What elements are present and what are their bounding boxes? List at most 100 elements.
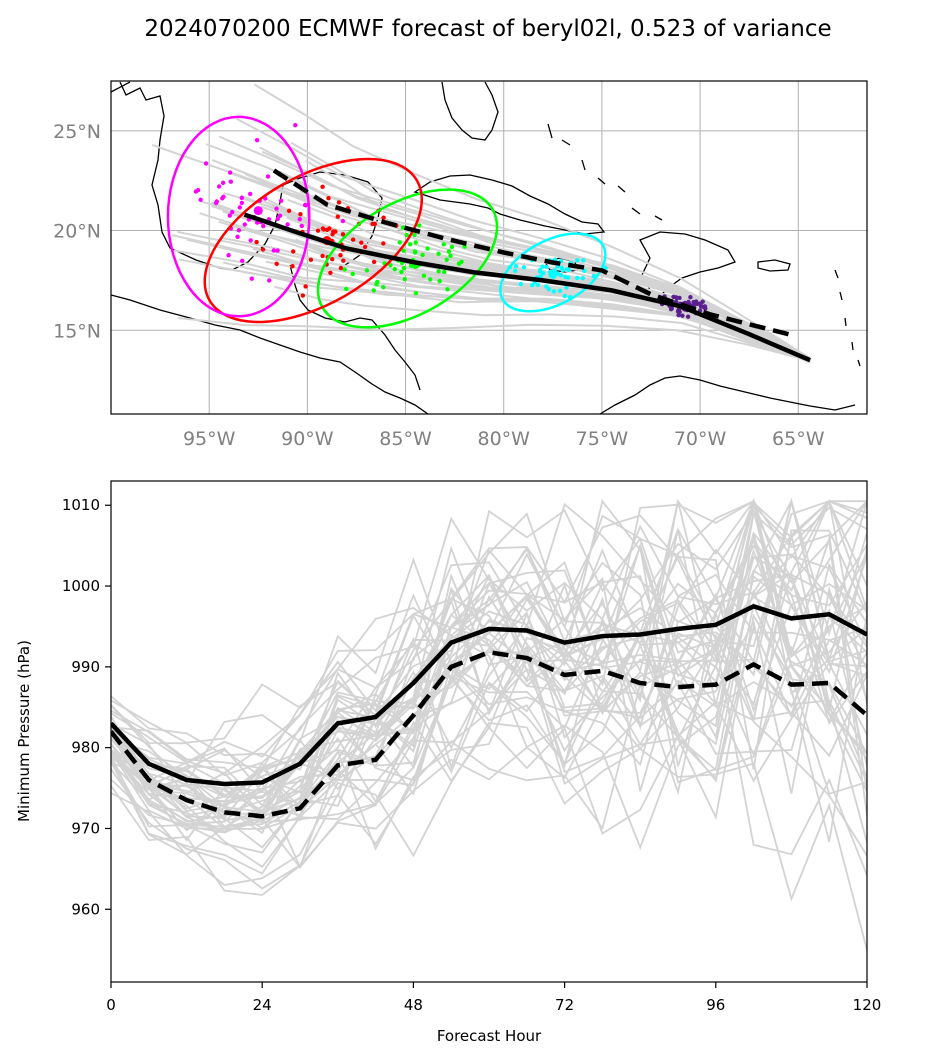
ensemble-position-point bbox=[392, 266, 397, 272]
y-tick-label: 970 bbox=[71, 819, 100, 837]
ensemble-position-point bbox=[381, 215, 386, 220]
ensemble-position-point bbox=[397, 240, 402, 245]
ensemble-pressure-line bbox=[111, 615, 867, 822]
coastline-lesser-antilles bbox=[834, 269, 861, 367]
ensemble-position-point bbox=[300, 293, 305, 298]
ensemble-position-point bbox=[680, 313, 685, 318]
ensemble-position-point bbox=[444, 257, 449, 262]
ensemble-position-point bbox=[299, 223, 304, 229]
uncertainty-ellipse bbox=[166, 115, 311, 318]
solid-mean-track bbox=[243, 212, 811, 363]
ensemble-position-point bbox=[341, 258, 346, 263]
ensemble-position-point bbox=[267, 278, 272, 283]
y-tick-label: 960 bbox=[71, 900, 100, 918]
ensemble-position-point bbox=[303, 203, 308, 208]
ensemble-pressure-line bbox=[111, 500, 867, 771]
ensemble-position-point bbox=[413, 249, 418, 254]
ensemble-pressure-line bbox=[111, 500, 867, 813]
ensemble-position-point bbox=[436, 251, 441, 256]
ensemble-position-point bbox=[551, 289, 556, 294]
ensemble-position-point bbox=[381, 241, 386, 246]
coastline-bahamas bbox=[547, 123, 663, 221]
ensemble-position-point bbox=[285, 222, 290, 227]
coastline-cuba bbox=[413, 174, 606, 235]
x-tick-label: 48 bbox=[404, 996, 423, 1014]
x-tick-label: 96 bbox=[706, 996, 725, 1014]
ensemble-pressure-lines bbox=[111, 497, 867, 951]
y-tick-label: 980 bbox=[71, 739, 100, 757]
ensemble-position-point bbox=[275, 248, 280, 253]
ensemble-position-point bbox=[326, 196, 331, 201]
map-y-tick-label: 15°N bbox=[53, 320, 101, 342]
mean-pressure-lines bbox=[111, 603, 867, 819]
ensemble-position-point bbox=[308, 257, 314, 262]
ensemble-pressure-line bbox=[111, 703, 867, 951]
ensemble-position-point bbox=[261, 223, 266, 229]
ensemble-position-point bbox=[333, 229, 338, 234]
coastline-south-america bbox=[599, 375, 856, 414]
ensemble-pressure-line bbox=[111, 605, 867, 875]
ensemble-position-point bbox=[235, 234, 240, 239]
coastline-florida bbox=[441, 81, 499, 141]
ensemble-position-point bbox=[530, 282, 535, 288]
ensemble-position-point bbox=[401, 265, 407, 271]
map-tick-labels: 95°W 90°W 85°W 80°W 75°W 70°W 65°W 15°N 20°N 25°N bbox=[53, 121, 825, 450]
ensemble-position-point bbox=[560, 267, 565, 273]
y-tick-label: 990 bbox=[71, 658, 100, 676]
ensemble-position-point bbox=[342, 267, 347, 272]
ensemble-position-point bbox=[448, 253, 453, 258]
map-x-tick-label: 90°W bbox=[281, 428, 334, 450]
ensemble-position-point bbox=[274, 206, 279, 211]
ensemble-position-point bbox=[340, 232, 346, 237]
ensemble-position-point bbox=[546, 287, 551, 292]
ensemble-position-point bbox=[428, 277, 433, 282]
ensemble-pressure-line bbox=[111, 562, 867, 832]
ensemble-position-point bbox=[412, 232, 417, 238]
ensemble-position-point bbox=[581, 258, 586, 263]
ensemble-mean-point bbox=[548, 269, 558, 279]
ensemble-position-point bbox=[236, 228, 242, 233]
ensemble-pressure-line bbox=[111, 498, 867, 794]
ensemble-position-point bbox=[315, 228, 321, 233]
ensemble-position-point bbox=[518, 282, 524, 287]
ensemble-pressure-line bbox=[111, 619, 867, 869]
ensemble-position-point bbox=[260, 247, 266, 252]
map-x-tick-label: 80°W bbox=[477, 428, 530, 450]
ensemble-position-point bbox=[456, 261, 462, 266]
ensemble-position-point bbox=[350, 237, 356, 242]
ensemble-position-point bbox=[344, 286, 349, 292]
ensemble-position-point bbox=[275, 216, 280, 222]
dashed-mean-pressure bbox=[111, 649, 867, 819]
ensemble-position-point bbox=[399, 269, 404, 275]
ensemble-position-point bbox=[227, 213, 232, 218]
ensemble-position-point bbox=[565, 275, 571, 280]
ensemble-position-point bbox=[675, 309, 681, 314]
ensemble-position-point bbox=[290, 264, 295, 269]
ensemble-position-point bbox=[445, 287, 450, 292]
figure-title: 2024070200 ECMWF forecast of beryl02l, 0… bbox=[144, 16, 831, 42]
x-tick-label: 120 bbox=[853, 996, 882, 1014]
mean-tracks bbox=[243, 164, 811, 363]
ensemble-track bbox=[236, 118, 811, 364]
ensemble-position-point bbox=[535, 282, 540, 287]
ensemble-position-point bbox=[320, 184, 325, 189]
ensemble-position-point bbox=[580, 276, 585, 281]
ensemble-position-point bbox=[437, 278, 442, 284]
ensemble-position-point bbox=[688, 295, 693, 300]
ensemble-position-point bbox=[350, 271, 355, 277]
ensemble-position-point bbox=[381, 285, 386, 290]
ensemble-position-point bbox=[237, 205, 242, 210]
ensemble-position-point bbox=[327, 226, 332, 231]
ensemble-position-point bbox=[278, 198, 284, 203]
ensemble-position-point bbox=[320, 226, 326, 231]
pressure-panel: 0 24 48 72 96 120 960 970 980 990 1000 1010 Forecas… bbox=[15, 480, 882, 1045]
ensemble-position-point bbox=[242, 222, 247, 227]
ensemble-pressure-line bbox=[111, 548, 867, 829]
ensemble-position-point bbox=[364, 268, 370, 273]
ensemble-position-point bbox=[362, 244, 368, 250]
ensemble-position-point bbox=[449, 244, 455, 250]
ensemble-pressure-line bbox=[111, 500, 867, 814]
ensemble-position-point bbox=[401, 248, 406, 253]
y-tick-label: 1000 bbox=[62, 577, 100, 595]
